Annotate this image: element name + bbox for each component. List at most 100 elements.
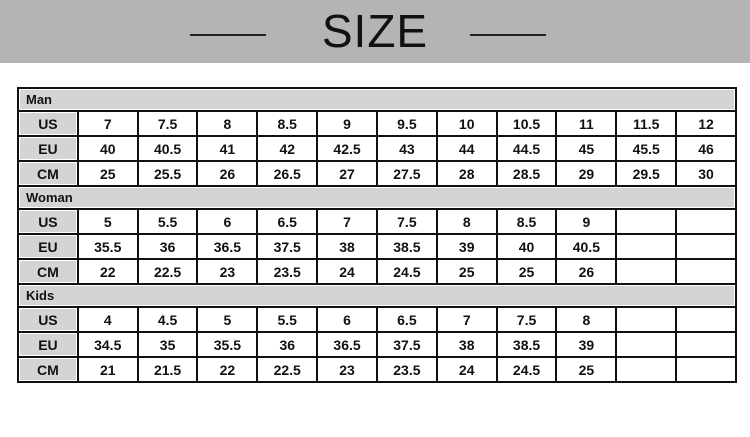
size-chart-table: Man US 7 7.5 8 8.5 9 9.5 10 10.5 11 11.5 12 EU 40 40.5 4… (17, 87, 737, 383)
size-cell: 7.5 (136, 110, 199, 137)
size-cell: 28 (435, 160, 498, 187)
row-label: CM (17, 160, 79, 187)
size-cell: 8.5 (256, 110, 319, 137)
size-cell: 22 (196, 356, 259, 383)
size-cell: 42.5 (316, 135, 378, 162)
size-cell: 39 (435, 233, 498, 260)
table-row: CM 25 25.5 26 26.5 27 27.5 28 28.5 29 29.5 30 (17, 160, 737, 187)
size-cell: 5 (196, 306, 259, 333)
size-cell: 22.5 (136, 258, 199, 285)
table-row: US 4 4.5 5 5.5 6 6.5 7 7.5 8 (17, 306, 737, 333)
size-cell: 39 (555, 331, 618, 358)
size-cell: 12 (675, 110, 737, 137)
size-cell: 40.5 (136, 135, 199, 162)
size-cell: 36 (256, 331, 319, 358)
size-cell: 40.5 (555, 233, 618, 260)
size-cell: 40 (76, 135, 139, 162)
size-cell: 38 (435, 331, 498, 358)
row-label: CM (17, 356, 79, 383)
size-cell: 10 (435, 110, 498, 137)
size-cell: 24 (316, 258, 378, 285)
size-cell: 35 (136, 331, 199, 358)
size-cell: 25.5 (136, 160, 199, 187)
size-cell: 38 (316, 233, 378, 260)
size-cell: 25 (76, 160, 139, 187)
size-cell: 10.5 (495, 110, 558, 137)
row-label: EU (17, 331, 79, 358)
size-cell: 26.5 (256, 160, 319, 187)
size-cell: 11 (555, 110, 618, 137)
row-label: EU (17, 135, 79, 162)
size-cell: 23.5 (256, 258, 319, 285)
table-row: EU 34.5 35 35.5 36 36.5 37.5 38 38.5 39 (17, 331, 737, 358)
size-cell: 27 (316, 160, 378, 187)
row-label: US (17, 208, 79, 235)
size-cell: 34.5 (76, 331, 139, 358)
size-cell: 6.5 (256, 208, 319, 235)
size-cell: 7 (76, 110, 139, 137)
section-header-woman: Woman (17, 185, 737, 210)
size-cell: 38.5 (495, 331, 558, 358)
size-cell: 5.5 (136, 208, 199, 235)
size-cell: 37.5 (256, 233, 319, 260)
size-cell: 35.5 (196, 331, 259, 358)
size-cell (615, 356, 678, 383)
size-cell: 21 (76, 356, 139, 383)
size-cell (675, 258, 737, 285)
size-cell: 25 (555, 356, 618, 383)
size-cell: 24.5 (495, 356, 558, 383)
size-cell: 46 (675, 135, 737, 162)
size-cell: 26 (196, 160, 259, 187)
size-cell (615, 306, 678, 333)
row-label: US (17, 110, 79, 137)
section-header-man: Man (17, 87, 737, 112)
size-cell: 25 (495, 258, 558, 285)
size-cell (615, 331, 678, 358)
table-row: EU 40 40.5 41 42 42.5 43 44 44.5 45 45.5 46 (17, 135, 737, 162)
header-banner: SIZE (0, 0, 750, 63)
table-row: US 5 5.5 6 6.5 7 7.5 8 8.5 9 (17, 208, 737, 235)
size-cell: 23 (316, 356, 378, 383)
size-cell: 22 (76, 258, 139, 285)
table-row: US 7 7.5 8 8.5 9 9.5 10 10.5 11 11.5 12 (17, 110, 737, 137)
size-cell: 43 (375, 135, 438, 162)
size-cell: 11.5 (615, 110, 678, 137)
section-title: Man (17, 87, 737, 112)
section-title: Woman (17, 185, 737, 210)
size-cell: 35.5 (76, 233, 139, 260)
size-cell: 30 (675, 160, 737, 187)
size-cell (675, 356, 737, 383)
size-cell: 38.5 (375, 233, 438, 260)
size-cell: 6 (316, 306, 378, 333)
size-cell: 26 (555, 258, 618, 285)
size-cell: 7 (435, 306, 498, 333)
size-cell: 45 (555, 135, 618, 162)
size-cell: 37.5 (375, 331, 438, 358)
size-cell: 7 (316, 208, 378, 235)
table-row: CM 21 21.5 22 22.5 23 23.5 24 24.5 25 (17, 356, 737, 383)
size-cell: 9 (316, 110, 378, 137)
size-cell (675, 208, 737, 235)
size-cell: 44.5 (495, 135, 558, 162)
size-cell: 23 (196, 258, 259, 285)
section-header-kids: Kids (17, 283, 737, 308)
size-cell: 41 (196, 135, 259, 162)
size-cell: 8 (555, 306, 618, 333)
size-cell: 23.5 (375, 356, 438, 383)
size-cell: 24 (435, 356, 498, 383)
size-cell (615, 208, 678, 235)
size-cell (675, 331, 737, 358)
table-row: EU 35.5 36 36.5 37.5 38 38.5 39 40 40.5 (17, 233, 737, 260)
decorative-line-left (190, 34, 266, 36)
size-cell: 44 (435, 135, 498, 162)
size-cell: 8 (196, 110, 259, 137)
size-cell: 7.5 (495, 306, 558, 333)
size-cell: 21.5 (136, 356, 199, 383)
size-cell (675, 306, 737, 333)
size-cell: 5.5 (256, 306, 319, 333)
decorative-line-right (470, 34, 546, 36)
size-cell: 27.5 (375, 160, 438, 187)
size-cell (675, 233, 737, 260)
size-cell: 36.5 (316, 331, 378, 358)
size-cell: 4.5 (136, 306, 199, 333)
